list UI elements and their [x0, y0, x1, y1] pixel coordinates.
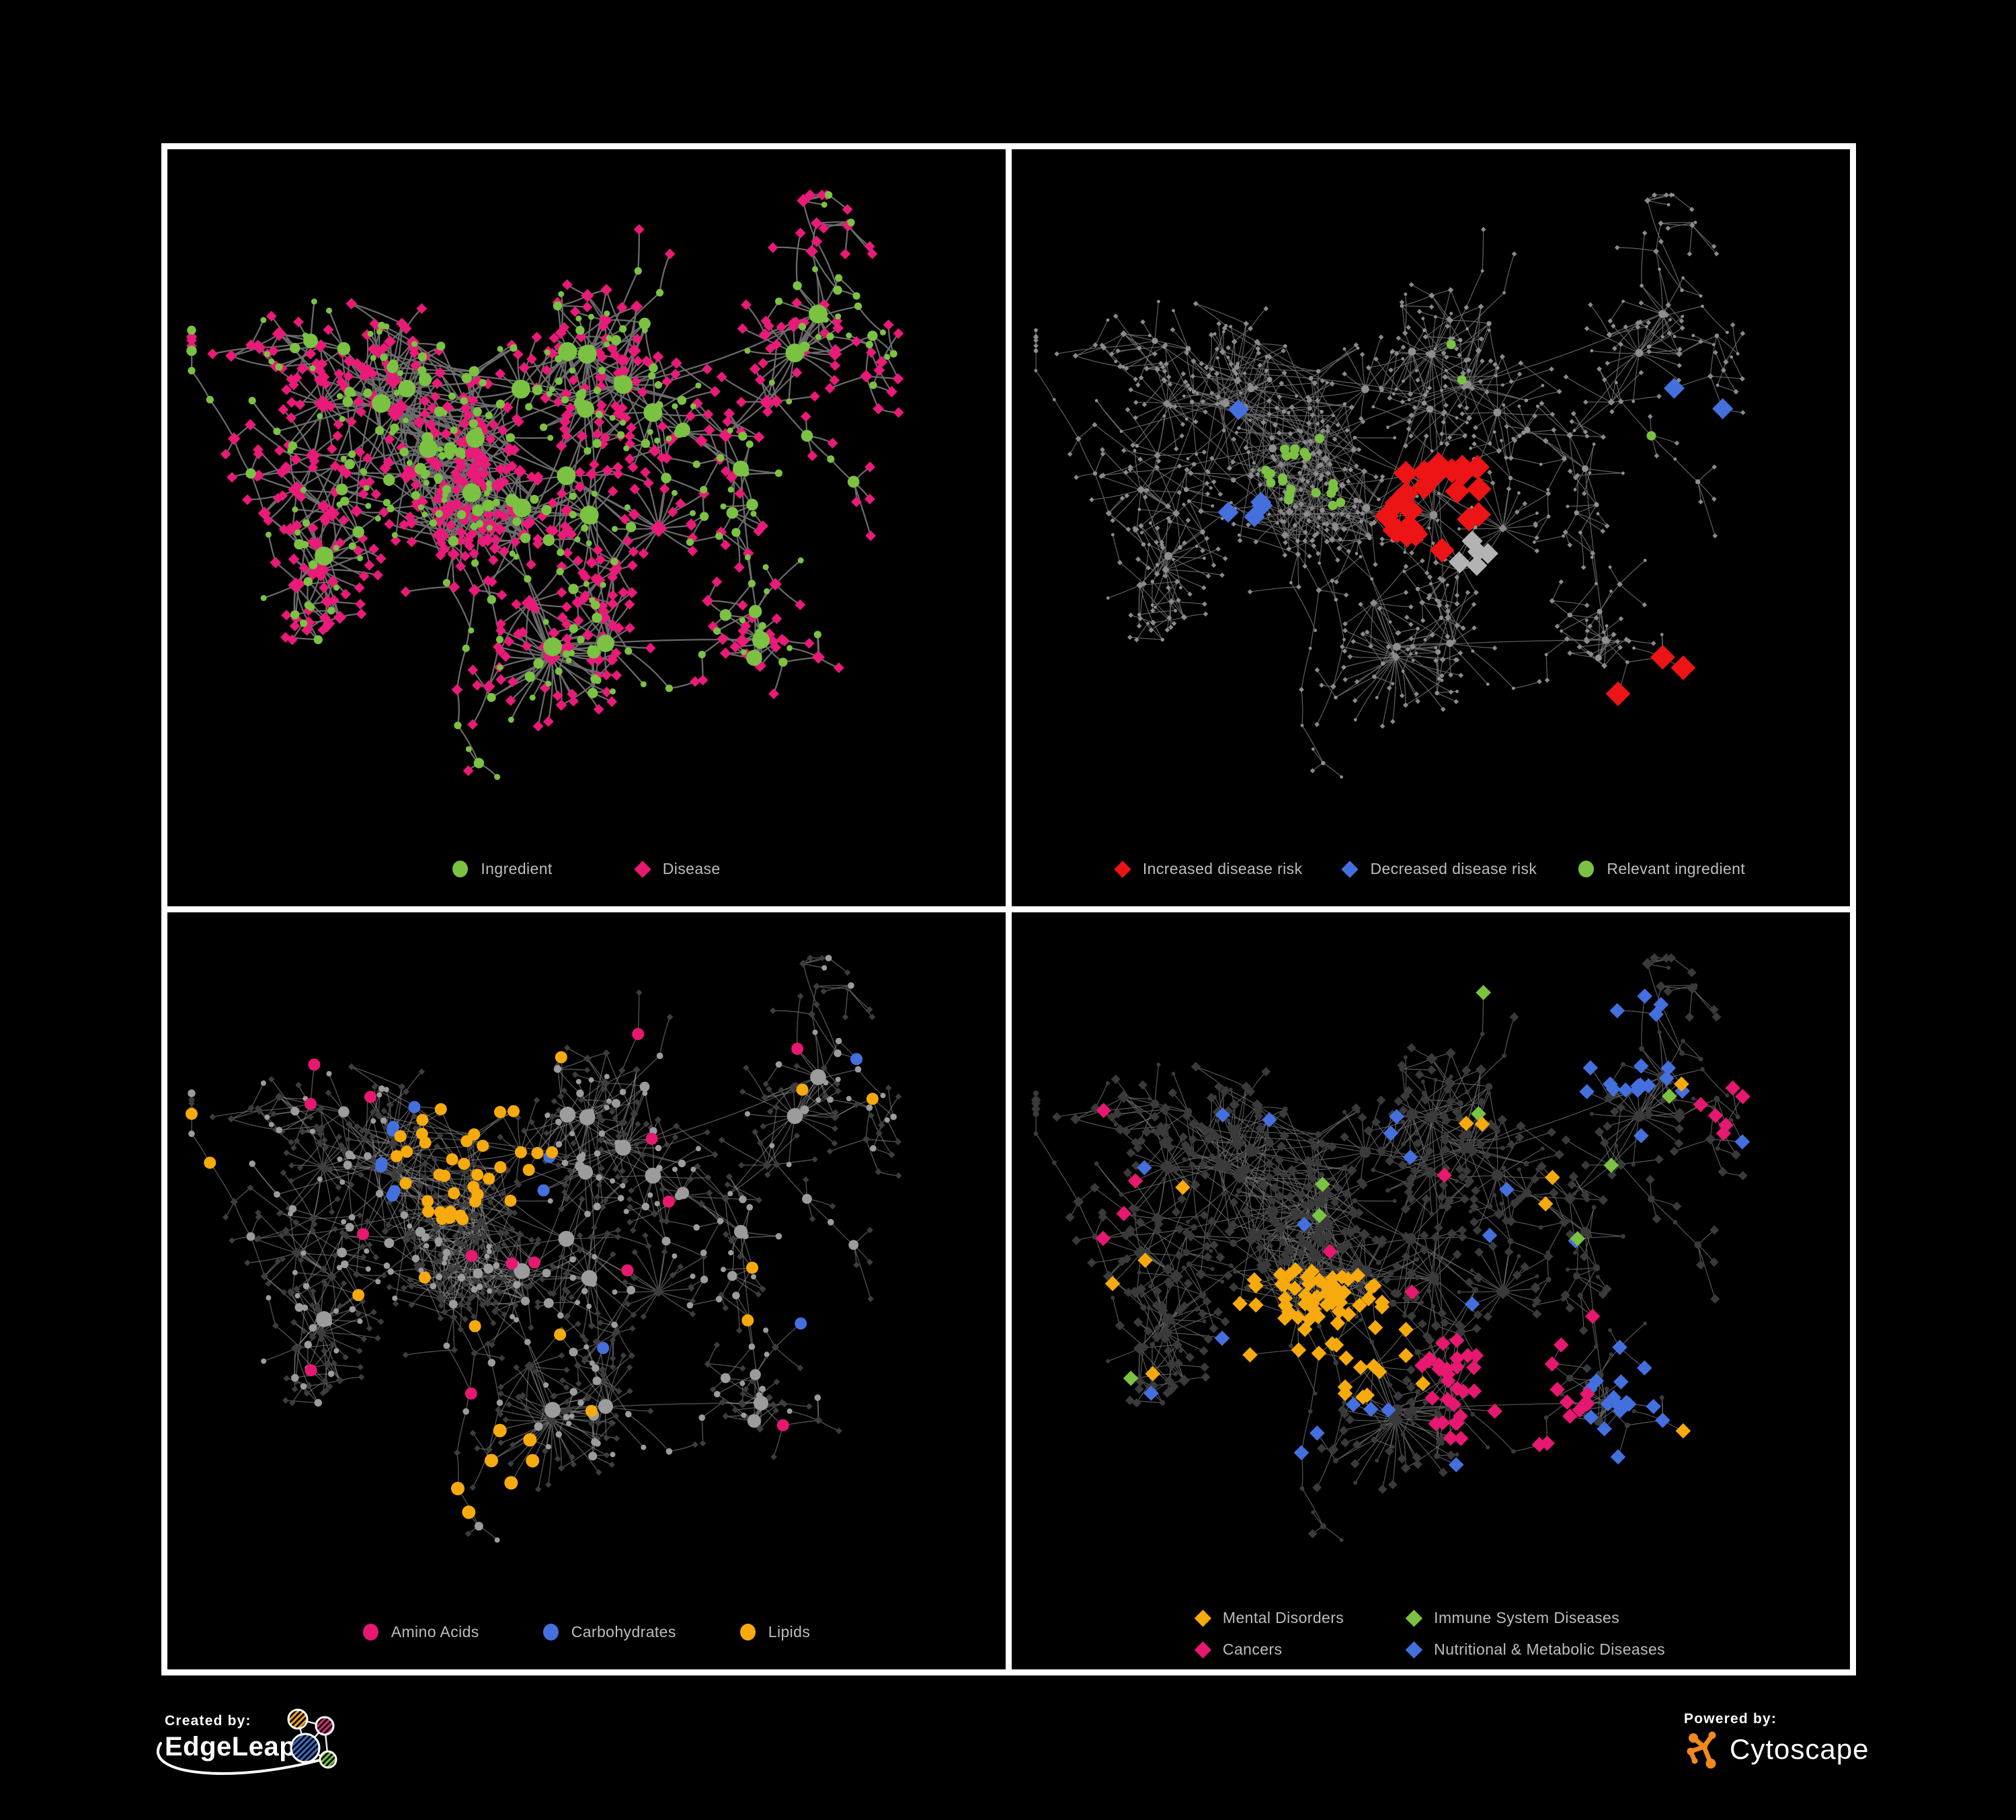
network-graph-ingredient-classes — [186, 954, 902, 1543]
mental-disorders-marker-icon — [1194, 1609, 1211, 1627]
legend-item-decreased-risk: Decreased disease risk — [1341, 860, 1537, 878]
legend-item-mental-disorders: Mental Disorders — [1194, 1609, 1344, 1627]
legend-item-increased-risk: Increased disease risk — [1114, 860, 1303, 878]
cancers-marker-icon — [1194, 1640, 1211, 1659]
edgeleap-logo-icon — [287, 1708, 337, 1769]
amino-acids-marker-icon — [362, 1624, 378, 1640]
panel-grid: Ingredient Disease Increased disease ris… — [161, 143, 1856, 1675]
legend-item-amino-acids: Amino Acids — [362, 1623, 479, 1641]
legend-label: Relevant ingredient — [1607, 860, 1746, 877]
legend-disease-risk: Increased disease risk Decreased disease… — [1012, 860, 1850, 878]
legend-ingredient-disease: Ingredient Disease — [167, 860, 1006, 878]
cytoscape-logo-icon — [1687, 1731, 1716, 1769]
ingredient-marker-icon — [452, 861, 469, 877]
legend-item-cancers: Cancers — [1194, 1640, 1283, 1659]
cytoscape-wordmark: Cytoscape — [1730, 1733, 1869, 1765]
legend-item-relevant-ingredient: Relevant ingredient — [1578, 860, 1745, 878]
legend-label: Decreased disease risk — [1370, 860, 1537, 877]
created-by-label: Created by: — [165, 1713, 251, 1729]
legend-label: Ingredient — [481, 860, 553, 877]
legend-label: Immune System Diseases — [1434, 1609, 1620, 1626]
legend-label: Lipids — [768, 1623, 811, 1640]
network-panel-disease-classes: Mental Disorders Immune System Diseases … — [1012, 912, 1850, 1669]
decreased-risk-marker-icon — [1341, 860, 1359, 878]
network-graph-disease-classes — [1031, 953, 1750, 1542]
legend-label: Amino Acids — [391, 1623, 479, 1640]
legend-label: Cancers — [1222, 1640, 1283, 1658]
edgeleap-swoosh-icon — [156, 1742, 335, 1775]
network-panel-ingredient-classes: Amino Acids Carbohydrates Lipids — [167, 912, 1006, 1669]
legend-disease-classes: Mental Disorders Immune System Diseases … — [1194, 1609, 1666, 1659]
legend-ingredient-classes: Amino Acids Carbohydrates Lipids — [167, 1623, 1006, 1641]
disease-marker-icon — [633, 860, 651, 878]
relevant-ingredient-marker-icon — [1578, 861, 1595, 877]
legend-label: Nutritional & Metabolic Diseases — [1434, 1640, 1666, 1658]
network-panel-disease-risk: Increased disease risk Decreased disease… — [1012, 149, 1850, 906]
network-panel-ingredient-disease: Ingredient Disease — [167, 149, 1006, 906]
legend-item-carbohydrates: Carbohydrates — [542, 1623, 676, 1641]
created-by-block: Created by: EdgeLeap — [156, 1708, 528, 1814]
increased-risk-marker-icon — [1114, 860, 1131, 878]
network-graph-ingredient-disease — [186, 189, 904, 781]
legend-item-ingredient: Ingredient — [452, 860, 552, 878]
powered-by-block: Powered by: Cytosc — [1684, 1711, 1869, 1770]
legend-item-lipids: Lipids — [739, 1623, 811, 1641]
edgeleap-wordmark: EdgeLeap — [165, 1732, 296, 1762]
nutritional-metabolic-diseases-marker-icon — [1405, 1640, 1422, 1659]
legend-label: Disease — [662, 860, 721, 877]
legend-item-nutritional-metabolic-diseases: Nutritional & Metabolic Diseases — [1405, 1640, 1666, 1659]
carbohydrates-marker-icon — [542, 1624, 559, 1640]
powered-by-label: Powered by: — [1684, 1711, 1777, 1727]
legend-label: Mental Disorders — [1222, 1609, 1344, 1626]
cytoscape-brand-row: Cytoscape — [1684, 1729, 1869, 1770]
legend-label: Increased disease risk — [1142, 860, 1303, 877]
legend-item-disease: Disease — [633, 860, 721, 878]
legend-label: Carbohydrates — [571, 1623, 676, 1640]
immune-system-diseases-marker-icon — [1405, 1609, 1422, 1627]
legend-item-immune-system-diseases: Immune System Diseases — [1405, 1609, 1620, 1627]
lipids-marker-icon — [739, 1624, 756, 1640]
network-graph-disease-risk — [1033, 192, 1746, 779]
